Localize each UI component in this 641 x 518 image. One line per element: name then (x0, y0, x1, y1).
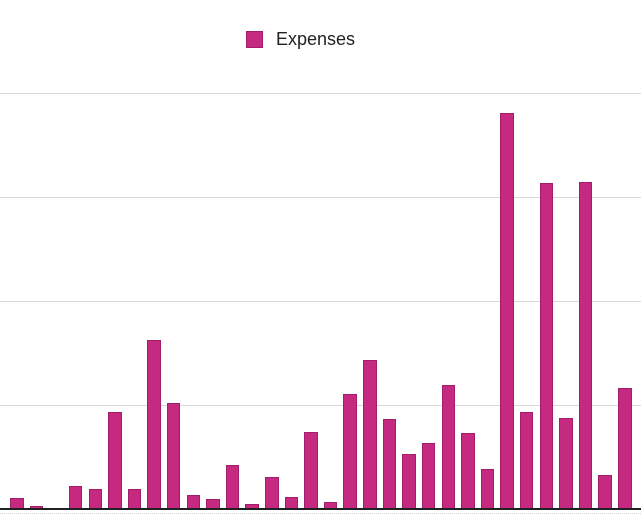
x-axis-line (0, 508, 641, 510)
bar-expenses-17[interactable] (323, 502, 338, 509)
y-gridline-2 (0, 301, 641, 302)
bar-expenses-4[interactable] (68, 486, 83, 509)
bar-expenses-6[interactable] (108, 412, 122, 509)
bar-expenses-29[interactable] (559, 418, 573, 509)
bar-expenses-1[interactable] (10, 498, 24, 509)
bar-expenses-31[interactable] (598, 475, 612, 509)
bar-expenses-28[interactable] (539, 183, 554, 509)
bar-expenses-12[interactable] (225, 465, 240, 509)
bar-expenses-23[interactable] (441, 385, 456, 509)
bar-expenses-21[interactable] (402, 454, 416, 509)
legend-label-expenses: Expenses (276, 29, 356, 49)
bar-expenses-9[interactable] (166, 403, 181, 509)
bar-expenses-24[interactable] (461, 433, 475, 509)
bar-expenses-13[interactable] (245, 504, 259, 509)
bar-expenses-11[interactable] (206, 499, 220, 509)
x-axis-minor-line (0, 513, 641, 514)
bar-expenses-27[interactable] (519, 412, 534, 509)
y-gridline-1 (0, 405, 641, 406)
bar-expenses-32[interactable] (618, 388, 632, 509)
bar-expenses-2[interactable] (29, 506, 44, 509)
bar-expenses-22[interactable] (421, 443, 436, 509)
bar-expenses-7[interactable] (127, 489, 142, 509)
bar-expenses-16[interactable] (304, 432, 318, 509)
bar-expenses-20[interactable] (382, 419, 397, 509)
legend-swatch-expenses (246, 30, 263, 48)
y-gridline-4 (0, 93, 641, 94)
bar-expenses-18[interactable] (343, 394, 357, 509)
bar-expenses-30[interactable] (578, 182, 593, 509)
bar-expenses-14[interactable] (265, 477, 279, 509)
y-gridline-3 (0, 197, 641, 198)
chart-legend[interactable]: Expenses (246, 29, 355, 49)
bar-expenses-19[interactable] (363, 360, 377, 509)
bar-expenses-26[interactable] (500, 113, 514, 509)
bar-expenses-5[interactable] (88, 489, 103, 509)
bar-expenses-15[interactable] (284, 497, 299, 509)
bar-expenses-8[interactable] (147, 340, 161, 509)
bar-expenses-25[interactable] (480, 469, 495, 509)
bar-expenses-10[interactable] (186, 495, 201, 509)
